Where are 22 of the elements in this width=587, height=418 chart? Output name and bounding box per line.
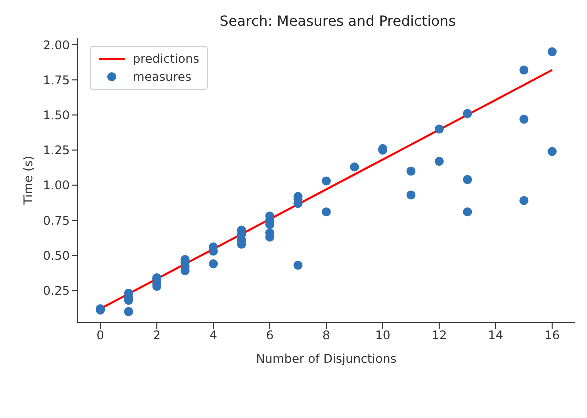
x-tick-label: 8 [322, 328, 330, 343]
y-tick-label: 0.50 [43, 248, 70, 263]
x-tick-label: 2 [153, 328, 161, 343]
y-axis-title: Time (s) [21, 156, 36, 206]
x-tick-label: 10 [375, 328, 391, 343]
y-tick-label: 1.50 [43, 108, 70, 122]
y-tick-label: 1.00 [43, 178, 70, 193]
x-tick-label: 6 [266, 328, 274, 343]
x-tick-label: 12 [432, 328, 448, 343]
chart-title: Search: Measures and Predictions [220, 14, 456, 30]
x-tick-label: 0 [96, 328, 104, 343]
x-axis-title: Number of Disjunctions [256, 352, 397, 366]
legend-label: predictions [133, 51, 200, 68]
x-tick-label: 4 [210, 328, 218, 343]
y-tick-label: 1.25 [43, 144, 70, 158]
y-tick-label: 2.00 [43, 38, 70, 52]
legend-label: measures [133, 69, 192, 86]
y-tick-label: 0.25 [43, 284, 70, 298]
y-tick-label: 1.75 [43, 73, 70, 88]
y-tick-label: 0.75 [43, 214, 70, 228]
x-tick-label: 14 [488, 328, 504, 343]
x-tick-label: 16 [544, 328, 560, 343]
